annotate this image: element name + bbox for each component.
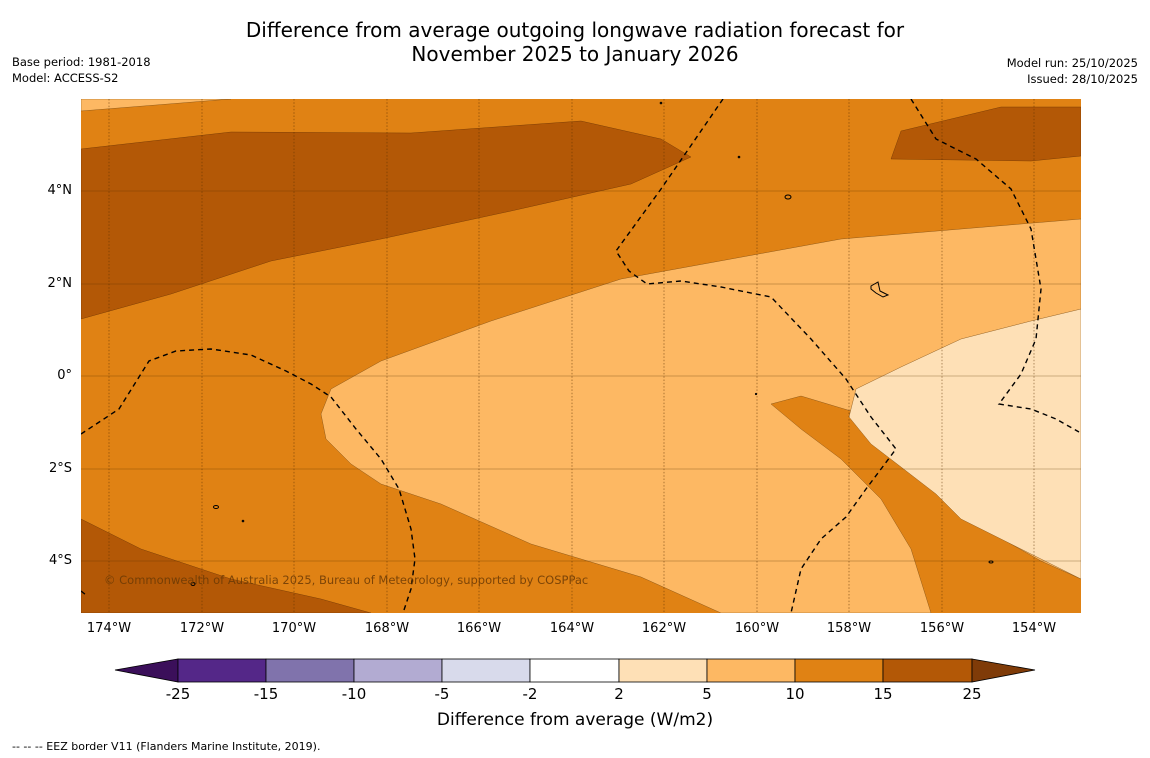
colorbar-bin-6: [618, 658, 708, 683]
region-5-to-10-top-left: [81, 99, 232, 112]
colorbar-bin-5: [529, 658, 620, 683]
island-4: [241, 519, 245, 523]
eez-borders: [81, 99, 1080, 613]
colorbar-tick-minus-10: -10: [341, 685, 367, 703]
latitude-label-2s: 2°S: [48, 461, 72, 476]
metadata-right: Model run: 25/10/2025 Issued: 28/10/2025: [1007, 55, 1138, 87]
island-8: [988, 560, 994, 564]
latitude-label-4n: 4°N: [47, 183, 73, 198]
olr-anomaly-map: [81, 99, 1081, 613]
copyright-notice: © Commonwealth of Australia 2025, Bureau…: [104, 573, 589, 587]
colorbar-extend-low: [114, 658, 179, 683]
colorbar-title: Difference from average (W/m2): [436, 710, 714, 730]
map-title-line-2: November 2025 to January 2026: [411, 42, 739, 66]
colorbar-tick-2: 2: [614, 685, 624, 703]
longitude-label-164w: 164°W: [549, 621, 595, 636]
colorbar-bin-7: [706, 658, 796, 683]
colorbar-bin-2: [265, 658, 355, 683]
island-7: [754, 392, 758, 396]
longitude-label-172w: 172°W: [179, 621, 225, 636]
longitude-label-174w: 174°W: [86, 621, 132, 636]
longitude-label-158w: 158°W: [826, 621, 872, 636]
model-run: Model run: 25/10/2025: [1006, 56, 1138, 70]
longitude-label-166w: 166°W: [456, 621, 502, 636]
eez-legend-note: -- -- -- EEZ border V11 (Flanders Marine…: [12, 740, 321, 753]
colorbar-bin-9: [882, 658, 973, 683]
latitude-label-0: 0°: [57, 368, 72, 383]
map-title-line-1: Difference from average outgoing longwav…: [245, 18, 905, 42]
colorbar-tick-minus-15: -15: [253, 685, 279, 703]
islands: [190, 101, 994, 586]
issued-date: Issued: 28/10/2025: [1027, 72, 1138, 86]
region-15-to-25-northwest: [81, 120, 692, 320]
colorbar-bin-8: [794, 658, 884, 683]
island-3: [213, 505, 219, 509]
island-6: [737, 155, 741, 159]
colorbar-bin-4: [441, 658, 531, 683]
longitude-label-160w: 160°W: [734, 621, 780, 636]
eez-border-east: [910, 99, 1080, 433]
region-2-to-5-east: [848, 308, 1081, 580]
region-5-to-10-central: [320, 218, 1081, 613]
colorbar-tick-25: 25: [962, 685, 982, 703]
model-name: Model: ACCESS-S2: [12, 71, 119, 85]
eez-border-central: [615, 99, 897, 613]
metadata-left: Base period: 1981-2018 Model: ACCESS-S2: [12, 54, 151, 86]
eez-border-west: [81, 348, 416, 613]
map-title: Difference from average outgoing longwav…: [0, 18, 1150, 66]
colorbar-tick-10: 10: [785, 685, 805, 703]
island-9: [190, 582, 196, 586]
region-15-to-25-southwest: [81, 518, 372, 613]
colorbar-tick-minus-5: -5: [434, 685, 450, 703]
eez-border-sw-corner: [81, 590, 87, 596]
island-1: [784, 194, 792, 200]
parallels: [81, 190, 1081, 562]
latitude-label-2n: 2°N: [47, 276, 73, 291]
base-period: Base period: 1981-2018: [12, 55, 151, 69]
colorbar-tick-15: 15: [873, 685, 893, 703]
island-group-2: [870, 281, 890, 298]
colorbar-extend-high: [971, 658, 1036, 683]
colorbar-tick-minus-25: -25: [165, 685, 191, 703]
longitude-label-170w: 170°W: [271, 621, 317, 636]
colorbar-bin-1: [177, 658, 267, 683]
colorbar-tick-5: 5: [702, 685, 712, 703]
colorbar-tick-minus-2: -2: [522, 685, 538, 703]
longitude-label-168w: 168°W: [364, 621, 410, 636]
longitude-label-156w: 156°W: [919, 621, 965, 636]
latitude-label-4s: 4°S: [48, 553, 72, 568]
region-15-to-25-northeast: [890, 106, 1081, 162]
colorbar-bin-3: [353, 658, 443, 683]
longitude-label-154w: 154°W: [1011, 621, 1057, 636]
colorbar: [114, 658, 1036, 683]
island-5: [659, 101, 663, 105]
longitude-label-162w: 162°W: [641, 621, 687, 636]
